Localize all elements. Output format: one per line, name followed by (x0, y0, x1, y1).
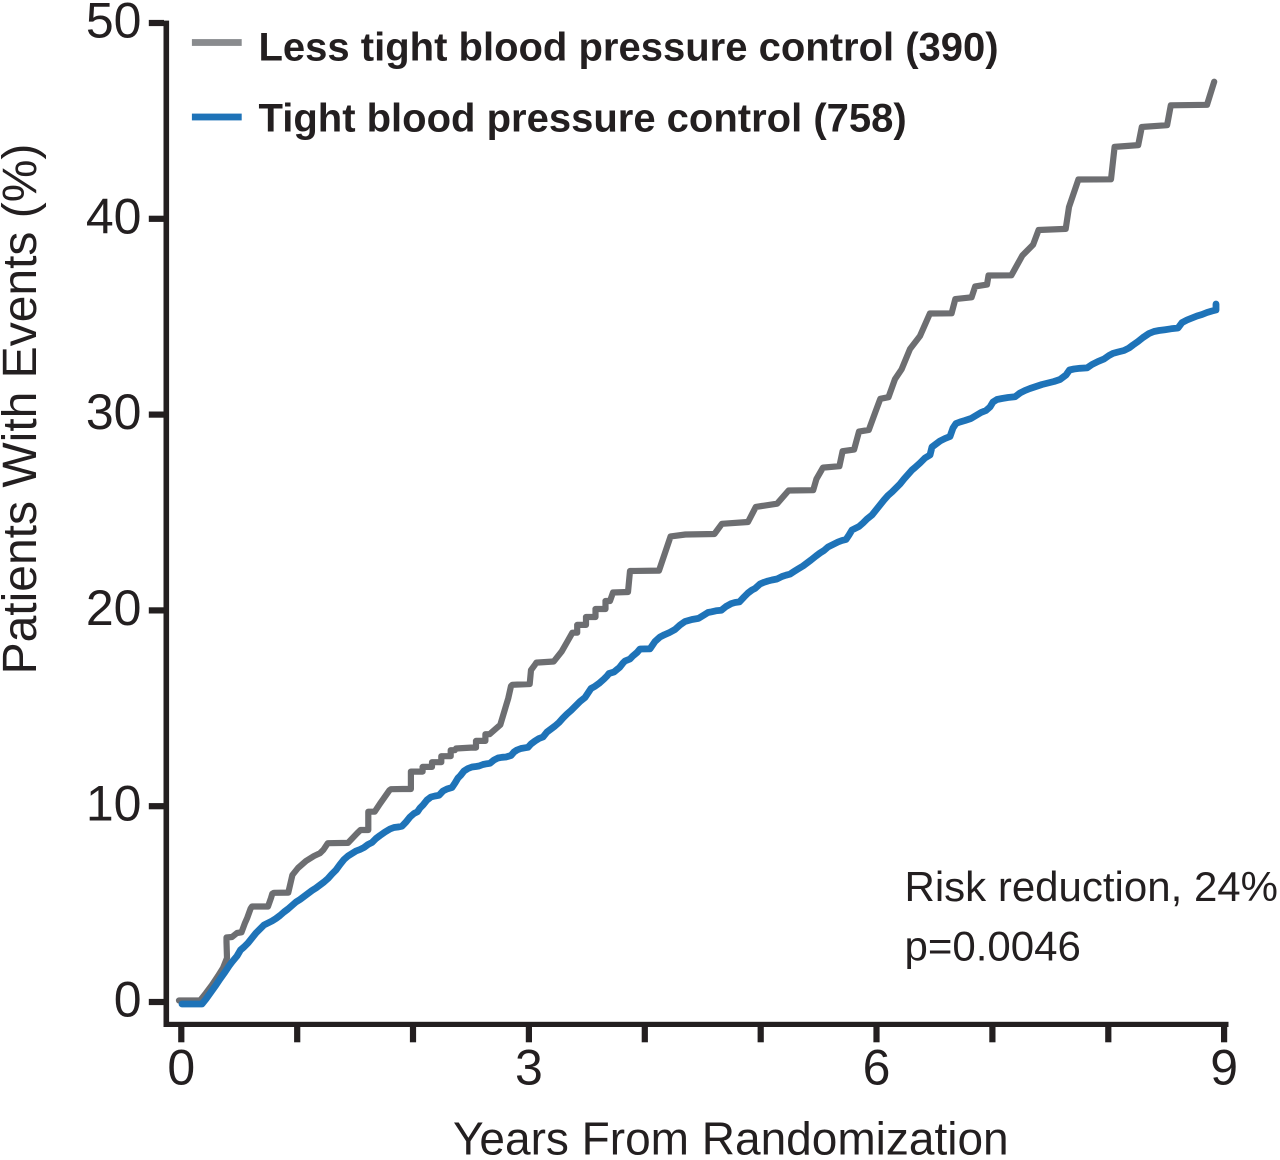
svg-text:6: 6 (863, 1039, 891, 1095)
svg-text:Risk reduction, 24%: Risk reduction, 24% (905, 863, 1279, 910)
svg-text:30: 30 (86, 384, 142, 440)
svg-text:Patients With Events (%): Patients With Events (%) (0, 144, 47, 675)
svg-text:p=0.0046: p=0.0046 (905, 922, 1081, 969)
svg-text:10: 10 (86, 776, 142, 832)
svg-text:Tight blood pressure control (: Tight blood pressure control (758) (259, 97, 907, 141)
svg-text:Less tight blood pressure cont: Less tight blood pressure control (390) (259, 26, 999, 70)
svg-text:3: 3 (515, 1039, 543, 1095)
svg-text:50: 50 (86, 0, 142, 49)
svg-text:20: 20 (86, 580, 142, 636)
svg-text:0: 0 (114, 972, 142, 1028)
svg-text:40: 40 (86, 188, 142, 244)
svg-text:9: 9 (1210, 1039, 1238, 1095)
svg-text:0: 0 (167, 1039, 195, 1095)
svg-text:Years From Randomization: Years From Randomization (453, 1113, 1009, 1160)
